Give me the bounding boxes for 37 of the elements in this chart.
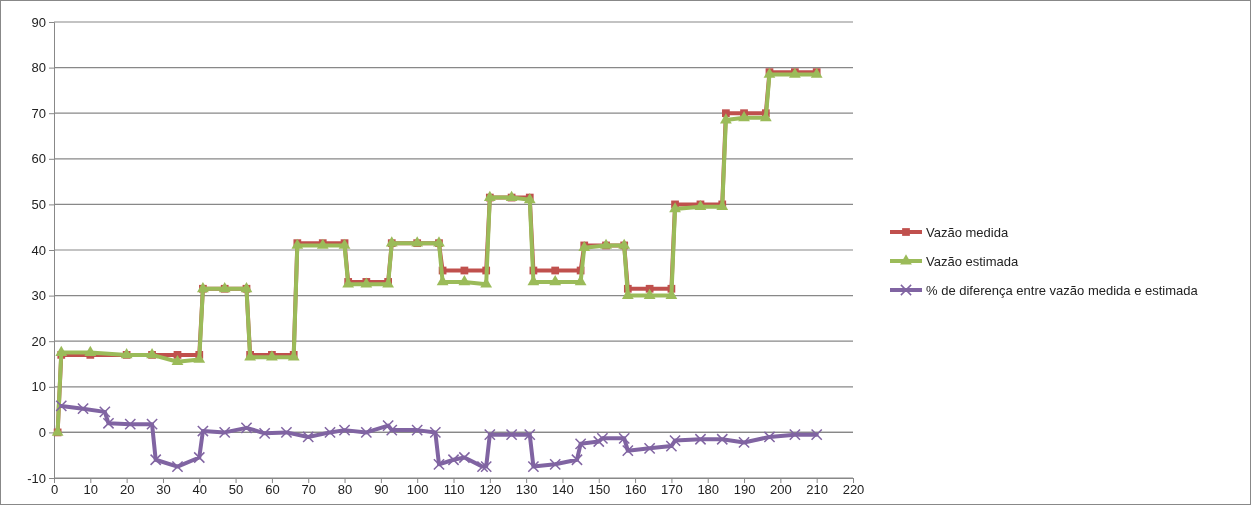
y-tick-label: 0 xyxy=(38,425,46,441)
x-tick-label: 80 xyxy=(337,482,353,498)
x-tick-label: 40 xyxy=(192,482,208,498)
x-tick-label: 120 xyxy=(479,482,502,498)
x-tick-label: 0 xyxy=(50,482,59,498)
y-tick-label: 60 xyxy=(31,151,46,167)
x-tick-label: 90 xyxy=(374,482,389,498)
y-tick-label: 10 xyxy=(31,379,46,395)
y-tick-label: 50 xyxy=(31,197,46,213)
x-tick-label: 130 xyxy=(515,482,538,498)
x-tick-label: 100 xyxy=(406,482,429,498)
y-tick-label: 70 xyxy=(31,105,46,121)
x-tick-label: 60 xyxy=(265,482,280,498)
y-tick-label: -10 xyxy=(27,470,46,486)
x-tick-label: 30 xyxy=(156,482,171,498)
x-tick-label: 220 xyxy=(842,482,865,498)
x-tick-label: 20 xyxy=(119,482,135,498)
x-tick-label: 190 xyxy=(733,482,756,498)
y-tick-label: 40 xyxy=(31,242,46,258)
x-tick-label: 200 xyxy=(770,482,792,498)
legend-label: Vazão estimada xyxy=(926,254,1020,269)
x-tick-label: 140 xyxy=(552,482,574,498)
y-tick-label: 90 xyxy=(31,14,46,30)
y-tick-label: 30 xyxy=(31,288,46,304)
x-tick-label: 210 xyxy=(806,482,829,498)
x-tick-label: 170 xyxy=(661,482,683,498)
legend-label: Vazão medida xyxy=(926,225,1009,240)
x-tick-label: 50 xyxy=(228,482,244,498)
legend-label: % de diferença entre vazão medida e estimada xyxy=(926,283,1199,298)
x-tick-label: 160 xyxy=(624,482,647,498)
x-tick-label: 150 xyxy=(588,482,611,498)
x-tick-label: 180 xyxy=(697,482,720,498)
x-tick-label: 70 xyxy=(301,482,316,498)
x-tick-label: 10 xyxy=(83,482,99,498)
x-tick-label: 110 xyxy=(443,482,465,498)
y-tick-label: 80 xyxy=(31,60,46,76)
y-tick-label: 20 xyxy=(31,333,46,349)
